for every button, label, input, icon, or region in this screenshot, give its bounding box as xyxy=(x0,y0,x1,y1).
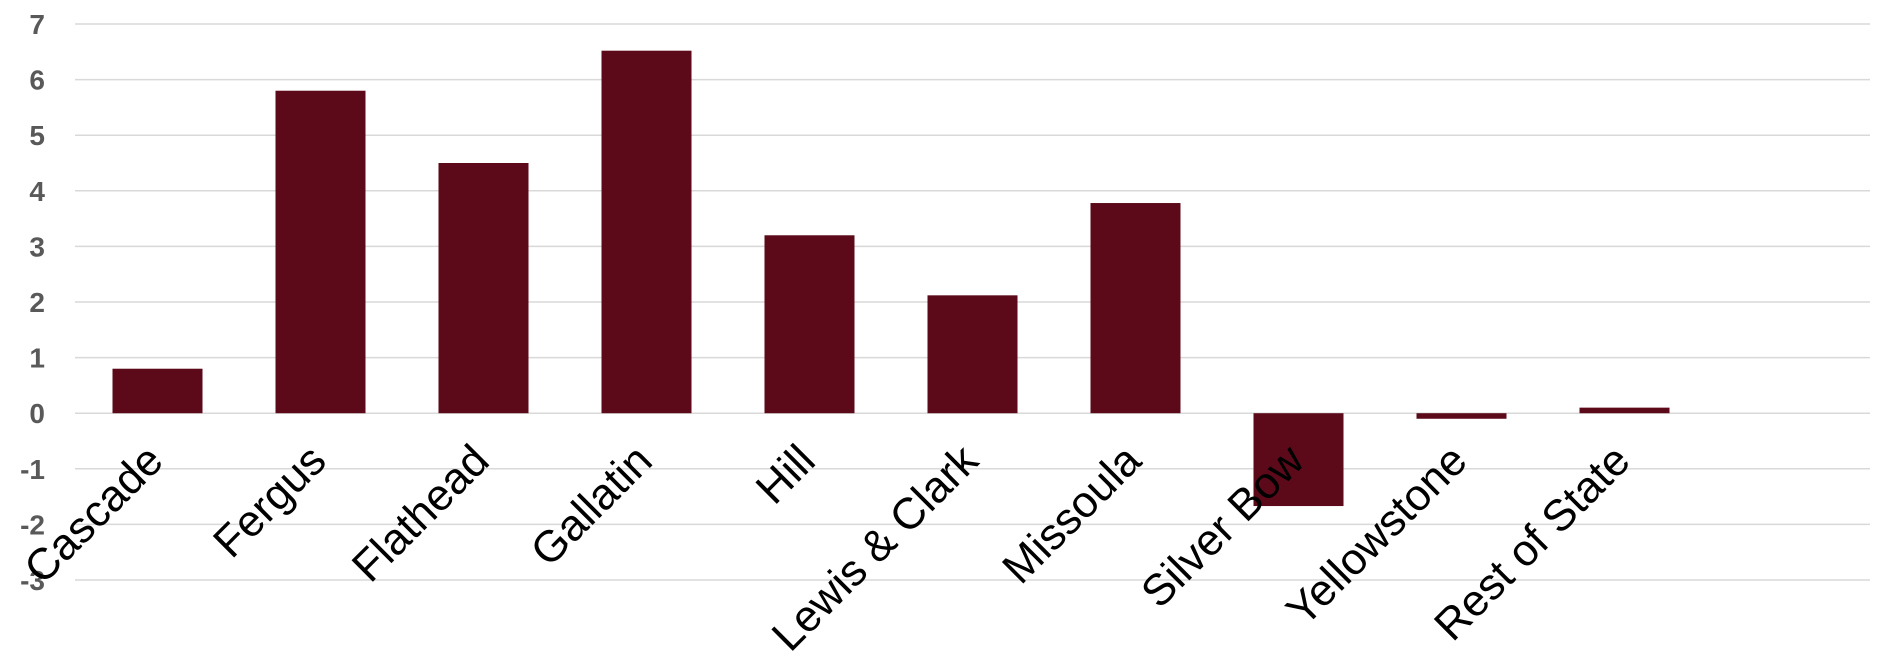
bar-yellowstone xyxy=(1416,413,1507,419)
y-tick-label: 3 xyxy=(29,231,45,262)
x-tick-label: Hill xyxy=(747,436,825,514)
bar-layer xyxy=(112,50,1670,507)
y-tick-label: 4 xyxy=(29,176,45,207)
y-tick-label: 7 xyxy=(29,9,45,40)
bar-lewis-clark xyxy=(927,295,1018,414)
bar-gallatin xyxy=(601,50,692,414)
x-tick-label: Missoula xyxy=(993,435,1151,593)
y-tick-label: 6 xyxy=(29,65,45,96)
y-tick-label: -2 xyxy=(20,509,45,540)
y-axis-tick-labels: -3 -2 -1 0 1 2 3 4 5 6 7 xyxy=(20,9,45,596)
bar-silver-bow xyxy=(1253,413,1344,507)
y-tick-label: 2 xyxy=(29,287,45,318)
bar-fergus xyxy=(275,90,366,414)
x-tick-label: Fergus xyxy=(204,436,335,567)
y-tick-label: -1 xyxy=(20,454,45,485)
y-tick-label: 0 xyxy=(29,398,45,429)
y-tick-label: 1 xyxy=(29,343,45,374)
y-tick-label: -3 xyxy=(20,565,45,596)
bar-flathead xyxy=(438,163,529,414)
bar-rest-of-state xyxy=(1579,407,1670,414)
x-tick-label: Gallatin xyxy=(521,436,661,576)
bar-hill xyxy=(764,235,855,414)
bar-cascade xyxy=(112,368,203,414)
bar-missoula xyxy=(1090,203,1181,414)
x-tick-label: Flathead xyxy=(343,436,499,592)
y-tick-label: 5 xyxy=(29,120,45,151)
